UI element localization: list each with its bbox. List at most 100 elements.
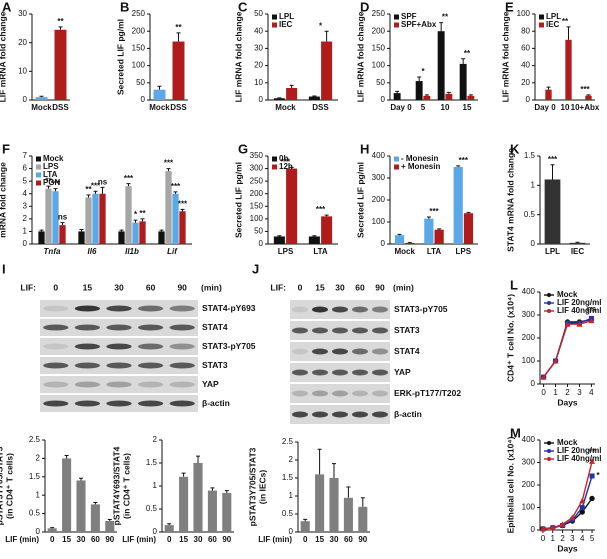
y-tick-label: 0.5 <box>282 509 294 518</box>
significance: ** <box>139 209 146 218</box>
data-point <box>564 321 571 327</box>
y-tick-label: 20 <box>18 38 27 47</box>
y-tick-label: 0.5 <box>29 509 41 518</box>
legend-swatch <box>394 22 399 28</box>
x-tick-label: LPL <box>545 247 560 256</box>
x-tick-label: 30 <box>194 535 203 544</box>
legend-marker <box>547 441 551 445</box>
significance: ** <box>464 49 471 58</box>
x-tick-label: 5 <box>421 103 426 112</box>
legend-swatch <box>394 14 399 20</box>
x-tick-label: 0 <box>50 535 55 544</box>
legend-label: 12h <box>279 162 293 171</box>
error-bar <box>439 22 444 32</box>
error-bar <box>575 241 580 243</box>
significance: * <box>134 210 138 219</box>
bar <box>405 242 415 244</box>
y-tick-label: 60 <box>521 44 530 53</box>
error-bar <box>550 164 555 180</box>
y-tick-label: 0 <box>23 239 28 248</box>
bar <box>158 231 165 244</box>
significance: ** <box>442 13 449 22</box>
error-bar <box>181 472 186 477</box>
error-bar <box>60 222 65 226</box>
bar <box>99 193 106 244</box>
blot-band <box>292 327 308 334</box>
blot-row-label: YAP <box>394 367 411 377</box>
y-tick-label: 400 <box>372 151 386 160</box>
blot-band <box>332 327 348 334</box>
legend-label: LIF 20ng/ml <box>557 298 601 307</box>
bar <box>415 81 423 100</box>
panel-letter: J <box>252 261 259 276</box>
error-bar <box>468 94 473 96</box>
y-tick-label: 200 <box>250 189 264 198</box>
blot-band <box>137 324 164 331</box>
y-tick-label: 100 <box>250 214 264 223</box>
y-tick-label: 2.5 <box>29 435 41 444</box>
y-tick-label: 1.5 <box>282 473 294 482</box>
error-bar <box>224 490 229 493</box>
panel-letter: D <box>360 0 369 14</box>
x-tick-label: Mock <box>394 247 415 256</box>
y-tick-label: 150 <box>132 44 146 53</box>
blot-band <box>43 343 69 350</box>
blot-band <box>74 324 101 331</box>
bar <box>52 191 59 244</box>
y-tick-label: 20 <box>254 61 263 70</box>
blot-band <box>137 305 164 312</box>
bar <box>569 242 586 244</box>
bar <box>394 235 405 244</box>
lif-label: LIF: <box>270 282 286 292</box>
blot-band <box>137 343 164 350</box>
blot-band <box>352 369 368 376</box>
significance: ** <box>85 185 92 194</box>
significance: *** <box>91 181 101 190</box>
y-tick-label: 50 <box>136 78 145 87</box>
legend-label: LPL <box>279 12 294 21</box>
blot-row-label: ERK-pT177/T202 <box>394 388 461 398</box>
bar <box>59 225 66 244</box>
significance: *** <box>281 157 291 166</box>
x-tick-label: 1 <box>551 534 556 543</box>
x-tick-label: 10+Abx <box>571 103 600 112</box>
y-tick-label: 10 <box>18 66 27 75</box>
panel-letter: H <box>360 141 369 156</box>
y-tick-label: 1 <box>289 491 294 500</box>
error-bar <box>317 448 322 475</box>
bar <box>38 231 45 244</box>
significance: *** <box>178 200 188 209</box>
y-tick-label: 10 <box>254 78 263 87</box>
y-tick-label: 0 <box>531 379 536 388</box>
bar <box>393 93 401 100</box>
bar <box>47 528 57 532</box>
blot-band <box>312 348 328 355</box>
blot-band <box>352 306 368 313</box>
bar <box>459 63 467 100</box>
significance: ** <box>175 23 182 32</box>
bar <box>85 197 92 244</box>
x-tick-label: 30 <box>77 535 86 544</box>
y-tick-label: 7 <box>23 151 28 160</box>
error-bar <box>277 235 282 237</box>
x-tick-label: 3 <box>570 534 575 543</box>
blot-row-label: YAP <box>202 379 219 389</box>
data-point <box>569 514 576 521</box>
blot-band <box>106 305 132 312</box>
bar <box>424 218 434 244</box>
blot-band <box>312 306 328 313</box>
x-tick-label: 15 <box>315 535 324 544</box>
blot-row-label: STAT4 <box>202 322 228 332</box>
bar <box>164 525 174 532</box>
panel-letter: B <box>120 0 129 14</box>
legend-swatch <box>539 22 544 28</box>
x-tick-label: Mock <box>31 103 52 112</box>
x-tick-label: 0 <box>303 535 308 544</box>
legend-marker <box>547 293 551 297</box>
x-tick-label: 60 <box>344 535 353 544</box>
y-tick-label: 0 <box>153 527 158 536</box>
x-tick-label: 0 <box>541 388 546 397</box>
bar <box>467 95 475 100</box>
y-tick-label: 1.5 <box>29 472 41 481</box>
x-tick-label: 5 <box>590 534 595 543</box>
